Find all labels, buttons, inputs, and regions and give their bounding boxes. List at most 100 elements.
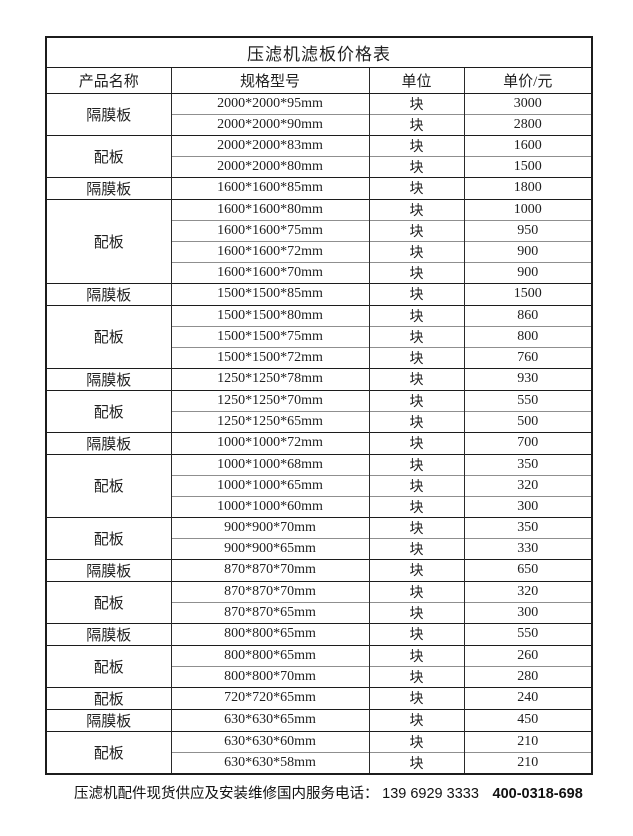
- spec-cell: 630*630*58mm: [170, 751, 370, 774]
- spec-cell: 1250*1250*70mm: [170, 389, 370, 411]
- table-row: 1500*1500*72mm 块 760: [46, 346, 593, 368]
- price-cell: 2800: [463, 113, 593, 135]
- unit-cell: 块: [368, 580, 465, 602]
- product-name-cell: 隔膜板: [45, 622, 172, 645]
- price-cell: 330: [463, 537, 593, 559]
- spec-cell: 2000*2000*90mm: [170, 113, 370, 135]
- price-cell: 950: [463, 219, 593, 241]
- unit-cell: 块: [368, 346, 465, 368]
- table-row: 配板 1000*1000*68mm 块 350: [45, 453, 593, 517]
- table-row: 配板 720*720*65mm 块 240: [45, 686, 593, 709]
- price-cell: 260: [463, 644, 593, 666]
- price-cell: 320: [463, 580, 593, 602]
- table-row: 900*900*65mm 块 330: [46, 537, 593, 559]
- unit-cell: 块: [368, 686, 465, 709]
- price-cell: 550: [463, 389, 593, 411]
- unit-cell: 块: [368, 155, 465, 177]
- table-row: 1600*1600*70mm 块 900: [46, 261, 593, 283]
- table-row: 1000*1000*60mm 块 300: [46, 495, 593, 517]
- table-row: 1600*1600*72mm 块 900: [46, 240, 593, 262]
- spec-cell: 870*870*70mm: [170, 580, 370, 602]
- unit-cell: 块: [368, 113, 465, 135]
- product-name-cell: 隔膜板: [45, 708, 172, 731]
- price-cell: 900: [463, 261, 593, 283]
- table-row: 配板 870*870*70mm 块 320: [45, 580, 593, 623]
- footer-note: 压滤机配件现货供应及安装维修国内服务电话： 139 6929 3333 400-…: [74, 782, 633, 803]
- price-cell: 300: [463, 495, 593, 517]
- unit-cell: 块: [368, 261, 465, 283]
- spec-cell: 630*630*60mm: [170, 730, 370, 752]
- spec-cell: 2000*2000*83mm: [170, 134, 370, 156]
- product-name-cell: 配板: [45, 686, 172, 709]
- table-row: 配板 800*800*65mm 块 260: [45, 644, 593, 687]
- spec-cell: 800*800*70mm: [170, 665, 370, 687]
- footer-phone-hotline: 400-0318-698: [492, 785, 583, 802]
- table-row: 隔膜板 1500*1500*85mm 块 1500: [45, 282, 593, 305]
- product-name-cell: 隔膜板: [45, 431, 172, 454]
- product-name-cell: 隔膜板: [45, 367, 172, 390]
- table-row: 800*800*70mm 块 280: [46, 665, 593, 687]
- unit-cell: 块: [368, 134, 465, 156]
- product-name-cell: 配板: [45, 198, 172, 283]
- price-cell: 210: [463, 751, 593, 774]
- column-header-product: 产品名称: [45, 67, 172, 94]
- table-row: 配板 1250*1250*70mm 块 550: [45, 389, 593, 432]
- table-row: 870*870*65mm 块 300: [46, 601, 593, 623]
- title-row: 压滤机滤板价格表: [45, 37, 593, 68]
- unit-cell: 块: [368, 537, 465, 559]
- unit-cell: 块: [368, 219, 465, 241]
- footer-text: 压滤机配件现货供应及安装维修国内服务电话：: [74, 785, 379, 802]
- price-cell: 650: [463, 558, 593, 581]
- unit-cell: 块: [368, 665, 465, 687]
- price-cell: 450: [463, 708, 593, 731]
- spec-cell: 1600*1600*70mm: [170, 261, 370, 283]
- spec-cell: 870*870*70mm: [170, 558, 370, 581]
- spec-cell: 1500*1500*72mm: [170, 346, 370, 368]
- spec-cell: 1250*1250*65mm: [170, 410, 370, 432]
- table-row: 隔膜板 870*870*70mm 块 650: [45, 558, 593, 581]
- table-row: 配板 1600*1600*80mm 块 1000: [45, 198, 593, 283]
- unit-cell: 块: [368, 558, 465, 581]
- unit-cell: 块: [368, 751, 465, 774]
- price-cell: 760: [463, 346, 593, 368]
- product-name-cell: 隔膜板: [45, 92, 172, 135]
- unit-cell: 块: [368, 431, 465, 454]
- price-cell: 860: [463, 304, 593, 326]
- table-row: 2000*2000*90mm 块 2800: [46, 113, 593, 135]
- column-header-spec: 规格型号: [170, 67, 370, 94]
- price-cell: 700: [463, 431, 593, 454]
- spec-cell: 1000*1000*60mm: [170, 495, 370, 517]
- price-cell: 3000: [463, 92, 593, 114]
- product-name-cell: 配板: [45, 134, 172, 177]
- table-row: 630*630*58mm 块 210: [46, 751, 593, 774]
- spec-cell: 1000*1000*65mm: [170, 474, 370, 496]
- spec-cell: 1500*1500*80mm: [170, 304, 370, 326]
- unit-cell: 块: [368, 644, 465, 666]
- spec-cell: 2000*2000*80mm: [170, 155, 370, 177]
- price-cell: 240: [463, 686, 593, 709]
- spec-cell: 1600*1600*80mm: [170, 198, 370, 220]
- price-cell: 800: [463, 325, 593, 347]
- price-cell: 930: [463, 367, 593, 390]
- unit-cell: 块: [368, 389, 465, 411]
- product-name-cell: 配板: [45, 304, 172, 368]
- price-cell: 1600: [463, 134, 593, 156]
- table-row: 配板 630*630*60mm 块 210: [45, 730, 593, 774]
- product-name-cell: 隔膜板: [45, 558, 172, 581]
- unit-cell: 块: [368, 516, 465, 538]
- spec-cell: 1600*1600*85mm: [170, 176, 370, 199]
- unit-cell: 块: [368, 622, 465, 645]
- spec-cell: 1600*1600*75mm: [170, 219, 370, 241]
- spec-cell: 1600*1600*72mm: [170, 240, 370, 262]
- price-cell: 320: [463, 474, 593, 496]
- spec-cell: 1500*1500*75mm: [170, 325, 370, 347]
- price-cell: 1800: [463, 176, 593, 199]
- table-row: 1000*1000*65mm 块 320: [46, 474, 593, 496]
- price-table: 压滤机滤板价格表 产品名称 规格型号 单位 单价/元 隔膜板 2000*2000*…: [45, 36, 593, 775]
- product-name-cell: 隔膜板: [45, 176, 172, 199]
- footer-phone-mobile: 139 6929 3333: [382, 785, 479, 802]
- unit-cell: 块: [368, 708, 465, 731]
- spec-cell: 720*720*65mm: [170, 686, 370, 709]
- table-row: 隔膜板 1250*1250*78mm 块 930: [45, 367, 593, 390]
